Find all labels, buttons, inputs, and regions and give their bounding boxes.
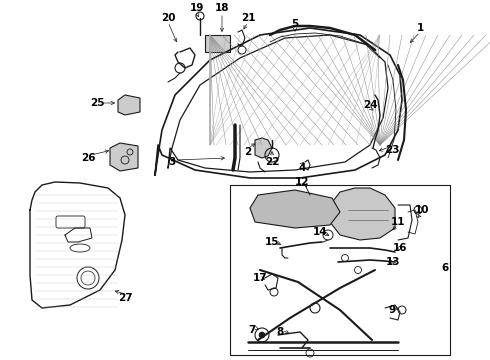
Text: 26: 26 — [81, 153, 95, 163]
Text: 14: 14 — [313, 227, 327, 237]
Text: 8: 8 — [276, 327, 284, 337]
Text: 13: 13 — [386, 257, 400, 267]
Text: 21: 21 — [241, 13, 255, 23]
Polygon shape — [250, 190, 340, 228]
Circle shape — [310, 303, 320, 313]
Text: 11: 11 — [391, 217, 405, 227]
Text: 27: 27 — [118, 293, 132, 303]
Text: 19: 19 — [190, 3, 204, 13]
Text: 3: 3 — [169, 157, 175, 167]
Text: 25: 25 — [90, 98, 104, 108]
Text: 20: 20 — [161, 13, 175, 23]
Text: 5: 5 — [292, 19, 298, 29]
Text: 2: 2 — [245, 147, 252, 157]
Polygon shape — [330, 188, 395, 240]
Text: 17: 17 — [253, 273, 268, 283]
Text: 22: 22 — [265, 157, 279, 167]
Text: 1: 1 — [416, 23, 424, 33]
Text: 16: 16 — [393, 243, 407, 253]
Text: 23: 23 — [385, 145, 399, 155]
Text: 15: 15 — [265, 237, 279, 247]
FancyBboxPatch shape — [56, 216, 85, 228]
Text: 10: 10 — [415, 205, 429, 215]
Polygon shape — [110, 143, 138, 171]
Polygon shape — [118, 95, 140, 115]
Text: 18: 18 — [215, 3, 229, 13]
Text: 7: 7 — [248, 325, 256, 335]
Polygon shape — [255, 138, 272, 158]
Text: 6: 6 — [441, 263, 449, 273]
Polygon shape — [205, 35, 230, 52]
Text: 12: 12 — [295, 177, 309, 187]
Text: 4: 4 — [298, 163, 306, 173]
Circle shape — [259, 332, 265, 338]
Text: 9: 9 — [389, 305, 395, 315]
Text: 24: 24 — [363, 100, 377, 110]
